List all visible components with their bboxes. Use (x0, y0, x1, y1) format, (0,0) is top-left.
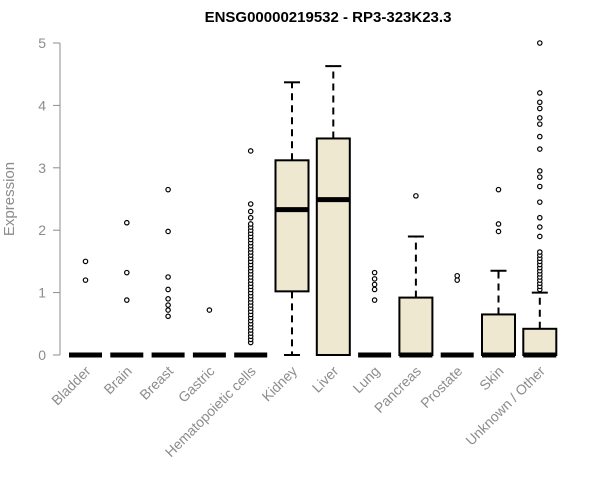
x-category-label: Liver (309, 363, 342, 396)
outlier-point (165, 274, 171, 280)
outlier-point (247, 221, 254, 227)
box (398, 296, 434, 357)
outlier-point (413, 193, 419, 199)
box-group (440, 272, 474, 358)
outlier-point (536, 249, 543, 255)
x-category-label: Skin (476, 363, 507, 394)
box-group (398, 193, 434, 358)
plot-area (69, 40, 558, 358)
x-category-label: Prostate (417, 363, 465, 411)
outlier-point (536, 133, 543, 140)
outlier-point (536, 115, 543, 121)
x-category-label: Lung (349, 363, 382, 396)
outlier-point (124, 219, 130, 226)
y-tick-label: 3 (38, 160, 46, 176)
x-category-label: Breast (136, 363, 176, 403)
outlier-point (165, 296, 171, 302)
box (522, 327, 558, 356)
chart-title: ENSG00000219532 - RP3-323K23.3 (205, 9, 452, 26)
box-group (69, 258, 102, 358)
outlier-point (165, 228, 171, 235)
outlier-point (247, 148, 254, 154)
outlier-point (165, 186, 171, 193)
box (315, 137, 351, 356)
outlier-point (371, 269, 378, 276)
y-axis-label: Expression (1, 162, 18, 236)
outlier-point (454, 272, 461, 279)
outlier-point (247, 208, 254, 215)
outlier-point (371, 276, 378, 282)
box-group (522, 40, 558, 358)
outlier-point (536, 199, 543, 205)
outlier-point (165, 286, 171, 293)
outlier-point (536, 168, 543, 174)
outlier-point (536, 90, 543, 96)
outlier-point (536, 174, 543, 180)
outlier-point (371, 297, 378, 303)
outlier-point (371, 286, 378, 293)
y-axis: 0 1 2 3 4 5 (38, 35, 61, 363)
box-group (192, 307, 226, 358)
outlier-point (536, 233, 543, 240)
outlier-point (165, 307, 171, 313)
y-tick-label: 1 (38, 285, 46, 301)
outlier-point (536, 40, 543, 46)
box-group (234, 148, 268, 358)
x-category-label: Bladder (48, 363, 94, 409)
outlier-point (206, 307, 213, 313)
outlier-point (165, 302, 171, 308)
y-tick-label: 2 (38, 222, 46, 238)
outlier-point (495, 186, 502, 193)
outlier-point (536, 146, 543, 152)
y-tick-label: 0 (38, 347, 46, 363)
box-group (315, 65, 351, 356)
outlier-point (536, 121, 543, 127)
y-tick-label: 4 (38, 97, 46, 113)
box-group (358, 269, 392, 358)
outlier-point (124, 269, 130, 276)
outlier-point (495, 228, 502, 235)
outlier-point (82, 258, 89, 265)
x-category-label: Kidney (259, 363, 301, 405)
box-group (151, 186, 185, 358)
outlier-point (371, 281, 378, 288)
outlier-point (124, 297, 130, 303)
box-group (481, 186, 516, 358)
outlier-point (247, 201, 254, 207)
outlier-point (536, 214, 543, 221)
outlier-point (536, 183, 543, 190)
box-group (274, 81, 310, 356)
box (481, 313, 516, 357)
y-tick-label: 5 (38, 35, 46, 51)
outlier-point (247, 214, 254, 221)
outlier-point (82, 277, 89, 283)
outlier-point (536, 224, 543, 230)
outlier-point (536, 99, 543, 106)
box-group (110, 219, 144, 358)
x-category-label: Brain (100, 363, 134, 397)
outlier-point (536, 105, 543, 112)
box (274, 159, 310, 293)
outlier-point (165, 313, 171, 320)
outlier-point (495, 221, 502, 227)
outlier-point (454, 277, 461, 283)
